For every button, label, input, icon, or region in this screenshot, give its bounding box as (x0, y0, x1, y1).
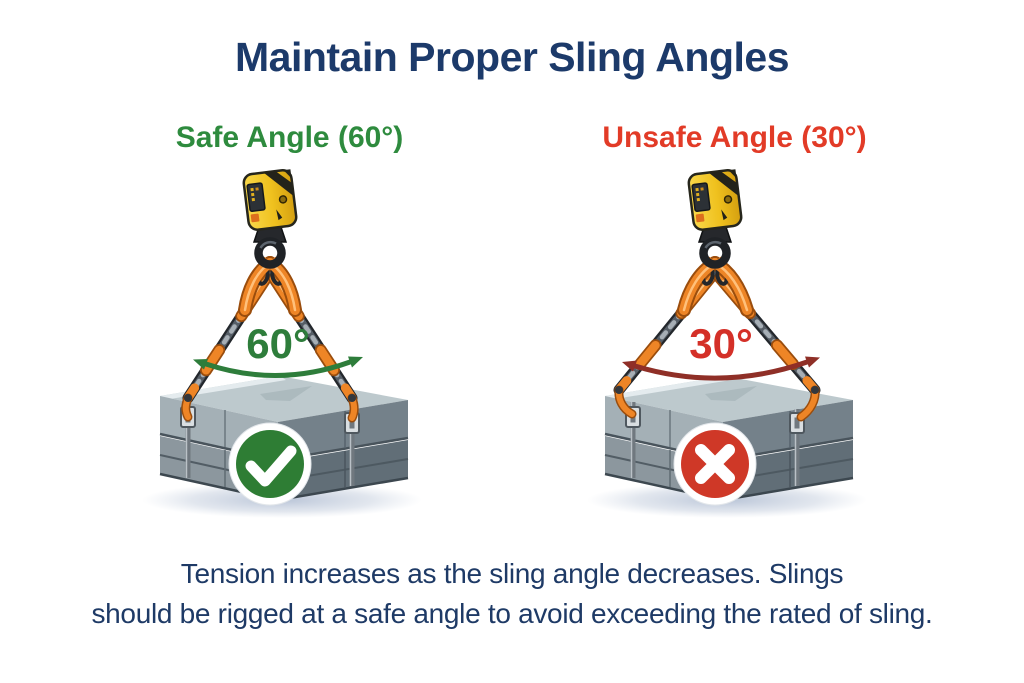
crane-hook-block (687, 169, 742, 269)
angle-arc-arrow (203, 359, 352, 379)
unsafe-sling-illustration: 30° (586, 169, 867, 519)
angle-annotation-unsafe: 30° (621, 320, 820, 381)
crane-hook-block (242, 169, 297, 269)
panel-safe: Safe Angle (60°) (67, 119, 512, 540)
unsafe-angle-heading: Unsafe Angle (30°) (602, 121, 867, 155)
cross-icon (694, 444, 735, 485)
check-badge (228, 422, 311, 506)
safe-sling-illustration: 60° (141, 169, 422, 519)
check-icon (245, 445, 296, 487)
cross-badge (673, 422, 756, 506)
angle-label-safe: 60° (246, 320, 310, 367)
panel-unsafe: Unsafe Angle (30°) (512, 119, 957, 540)
caption-line-2: should be rigged at a safe angle to avoi… (91, 598, 933, 630)
safe-angle-heading: Safe Angle (60°) (175, 121, 404, 155)
angle-annotation-safe: 60° (192, 320, 363, 379)
caption: Tension increases as the sling angle dec… (0, 554, 1024, 634)
angle-label-unsafe: 30° (689, 320, 753, 367)
caption-line-1: Tension increases as the sling angle dec… (180, 558, 844, 590)
page-title: Maintain Proper Sling Angles (235, 34, 790, 80)
angle-arc-arrow (632, 359, 809, 381)
panels-row: Safe Angle (60°) (67, 119, 957, 540)
